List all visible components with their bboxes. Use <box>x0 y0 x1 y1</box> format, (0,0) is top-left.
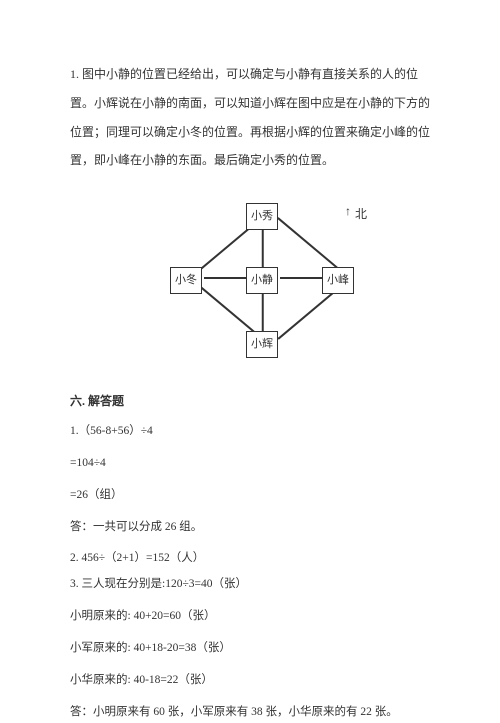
north-label: 北 <box>355 203 367 226</box>
q2: 2. 456÷（2+1）=152（人） <box>70 548 430 570</box>
node-left: 小冬 <box>170 267 202 294</box>
q1-line4: 答：一共可以分成 26 组。 <box>70 517 430 539</box>
node-right: 小峰 <box>322 267 354 294</box>
problem-intro: 1. 图中小静的位置已经给出，可以确定与小静有直接关系的人的位置。小辉说在小静的… <box>70 60 430 175</box>
node-bottom: 小辉 <box>246 331 278 358</box>
edge-left-center <box>204 277 246 279</box>
north-arrow: ↑ <box>345 200 351 223</box>
q1-line3: =26（组） <box>70 485 430 507</box>
q3-line4: 小华原来的: 40-18=22（张） <box>70 670 430 692</box>
edge-center-bottom <box>262 288 264 332</box>
section-title: 六. 解答题 <box>70 390 430 413</box>
q3-line2: 小明原来的: 40+20=60（张） <box>70 606 430 628</box>
node-top: 小秀 <box>246 203 278 230</box>
position-diagram: ↑ 北 小秀 小冬 小静 小峰 小辉 <box>160 195 400 365</box>
q3-line3: 小军原来的: 40+18-20=38（张） <box>70 638 430 660</box>
edge-top-center <box>262 224 264 268</box>
q3-line1: 3. 三人现在分别是:120÷3=40（张） <box>70 574 430 596</box>
edge-center-right <box>280 277 322 279</box>
q3-line5: 答：小明原来有 60 张，小军原来有 38 张，小华原来的有 22 张。 <box>70 702 430 723</box>
q1-line2: =104÷4 <box>70 453 430 475</box>
q1-line1: 1.（56-8+56）÷4 <box>70 421 430 443</box>
node-center: 小静 <box>246 267 278 294</box>
